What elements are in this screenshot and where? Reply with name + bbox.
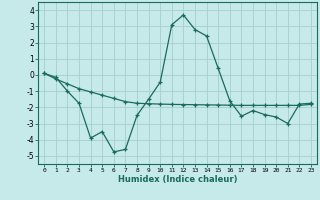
- X-axis label: Humidex (Indice chaleur): Humidex (Indice chaleur): [118, 175, 237, 184]
